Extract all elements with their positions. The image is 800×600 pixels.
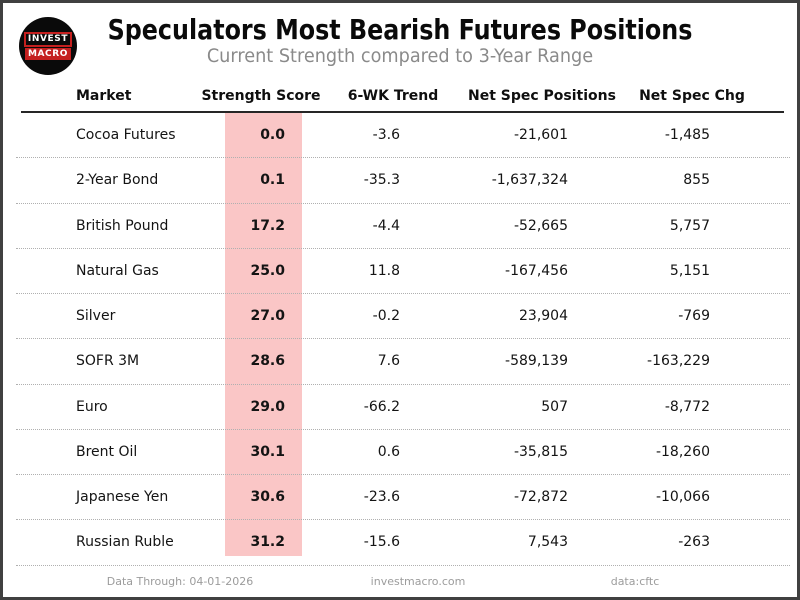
footer-data-through: Data Through: 04-01-2026 <box>106 575 254 588</box>
net-spec-chg-cell: -10,066 <box>655 489 710 506</box>
net-spec-positions-cell: 7,543 <box>527 534 568 551</box>
column-header-6wk-trend: 6-WK Trend <box>347 88 439 104</box>
net-spec-chg-cell: 5,757 <box>669 217 710 234</box>
table-row: Natural Gas 25.0 11.8 -167,456 5,151 <box>16 249 790 294</box>
net-spec-positions-cell: -72,872 <box>513 489 568 506</box>
logo-macro-box: MACRO <box>24 48 72 60</box>
strength-score-cell: 0.0 <box>260 127 285 144</box>
net-spec-positions-cell: 507 <box>541 398 568 415</box>
market-cell: Japanese Yen <box>76 489 169 506</box>
column-header-strength-score: Strength Score <box>201 88 321 104</box>
net-spec-chg-cell: -263 <box>678 534 710 551</box>
market-cell: Natural Gas <box>76 262 159 279</box>
strength-score-cell: 28.6 <box>250 353 285 370</box>
table-row: Brent Oil 30.1 0.6 -35,815 -18,260 <box>16 430 790 475</box>
header-divider-line <box>21 111 784 113</box>
trend-cell: -3.6 <box>372 127 400 144</box>
footer-data-source: data:cftc <box>610 575 660 588</box>
table-row: Cocoa Futures 0.0 -3.6 -21,601 -1,485 <box>16 113 790 159</box>
net-spec-positions-cell: -21,601 <box>513 127 568 144</box>
net-spec-chg-cell: -8,772 <box>664 398 710 415</box>
net-spec-positions-cell: -589,139 <box>505 353 568 370</box>
logo-invest-box: INVEST <box>23 32 73 47</box>
table-row: SOFR 3M 28.6 7.6 -589,139 -163,229 <box>16 339 790 385</box>
table-row: 2-Year Bond 0.1 -35.3 -1,637,324 855 <box>16 158 790 204</box>
market-cell: 2-Year Bond <box>76 172 159 189</box>
strength-score-cell: 30.6 <box>250 489 285 506</box>
net-spec-positions-cell: -35,815 <box>513 443 568 460</box>
investmacro-logo: INVEST MACRO <box>19 17 77 75</box>
score-column-band <box>225 113 302 556</box>
net-spec-positions-cell: -1,637,324 <box>491 172 568 189</box>
strength-score-cell: 29.0 <box>250 398 285 415</box>
trend-cell: -15.6 <box>363 534 400 551</box>
strength-score-cell: 17.2 <box>250 217 285 234</box>
footer-website: investmacro.com <box>370 575 466 588</box>
trend-cell: -23.6 <box>363 489 400 506</box>
net-spec-positions-cell: -52,665 <box>513 217 568 234</box>
column-header-net-spec-chg: Net Spec Chg <box>639 88 745 104</box>
column-header-market: Market <box>76 88 132 104</box>
chart-title: Speculators Most Bearish Futures Positio… <box>107 13 693 46</box>
trend-cell: 11.8 <box>368 262 400 279</box>
market-cell: Cocoa Futures <box>76 127 176 144</box>
market-cell: Euro <box>76 398 108 415</box>
strength-score-cell: 25.0 <box>250 262 285 279</box>
table-row: Japanese Yen 30.6 -23.6 -72,872 -10,066 <box>16 475 790 521</box>
net-spec-chg-cell: 5,151 <box>669 262 710 279</box>
market-cell: Russian Ruble <box>76 534 174 551</box>
table-body: Cocoa Futures 0.0 -3.6 -21,601 -1,485 2-… <box>16 113 790 566</box>
net-spec-chg-cell: -769 <box>678 308 710 325</box>
market-cell: British Pound <box>76 217 169 234</box>
net-spec-chg-cell: -163,229 <box>647 353 710 370</box>
column-header-net-spec-positions: Net Spec Positions <box>468 88 616 104</box>
net-spec-positions-cell: 23,904 <box>519 308 568 325</box>
chart-subtitle: Current Strength compared to 3-Year Rang… <box>206 45 594 67</box>
strength-score-cell: 0.1 <box>260 172 285 189</box>
market-cell: Silver <box>76 308 116 325</box>
strength-score-cell: 27.0 <box>250 308 285 325</box>
trend-cell: -4.4 <box>372 217 400 234</box>
net-spec-chg-cell: -18,260 <box>655 443 710 460</box>
trend-cell: 0.6 <box>377 443 400 460</box>
net-spec-chg-cell: 855 <box>683 172 710 189</box>
strength-score-cell: 31.2 <box>250 534 285 551</box>
market-cell: SOFR 3M <box>76 353 140 370</box>
trend-cell: -35.3 <box>363 172 400 189</box>
net-spec-positions-cell: -167,456 <box>505 262 568 279</box>
trend-cell: 7.6 <box>377 353 400 370</box>
net-spec-chg-cell: -1,485 <box>664 127 710 144</box>
market-cell: Brent Oil <box>76 443 138 460</box>
table-row: Silver 27.0 -0.2 23,904 -769 <box>16 294 790 340</box>
trend-cell: -66.2 <box>363 398 400 415</box>
trend-cell: -0.2 <box>372 308 400 325</box>
table-row: Russian Ruble 31.2 -15.6 7,543 -263 <box>16 520 790 566</box>
table-row: British Pound 17.2 -4.4 -52,665 5,757 <box>16 204 790 249</box>
strength-score-cell: 30.1 <box>250 443 285 460</box>
table-row: Euro 29.0 -66.2 507 -8,772 <box>16 385 790 430</box>
